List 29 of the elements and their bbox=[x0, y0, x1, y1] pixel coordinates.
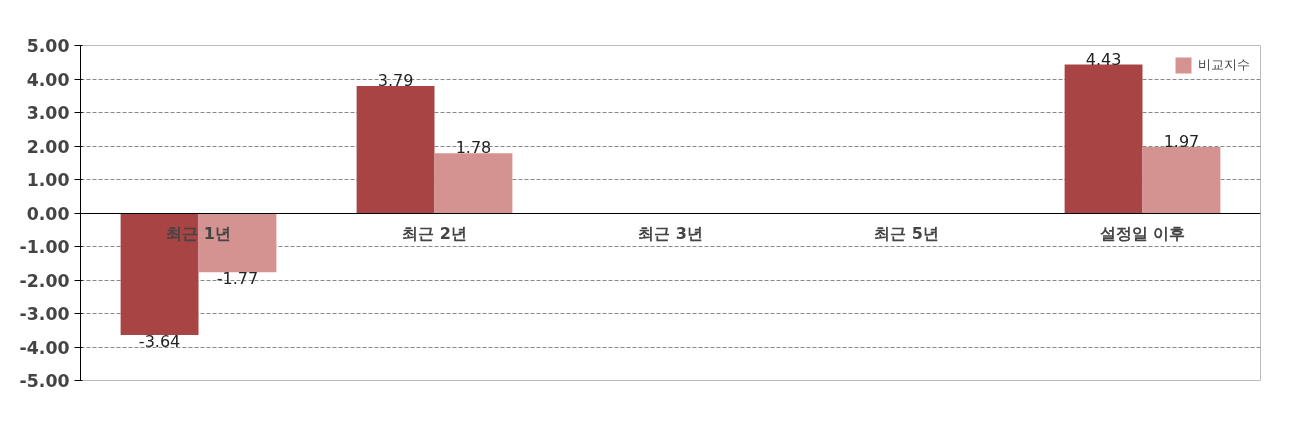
bar bbox=[356, 86, 435, 213]
x-tick-label: 최근 2년 bbox=[402, 224, 467, 243]
data-label: 1.78 bbox=[455, 138, 492, 158]
x-tick-label: 최근 5년 bbox=[874, 224, 939, 243]
x-tick-label: 설정일 이후 bbox=[1099, 224, 1186, 243]
data-label: 4.43 bbox=[1085, 49, 1122, 69]
y-tick-label: 1.00 bbox=[26, 170, 70, 190]
y-tick-label: 4.00 bbox=[26, 69, 70, 90]
bar bbox=[1064, 64, 1143, 213]
bar bbox=[198, 213, 277, 273]
y-tick-label: 0.00 bbox=[26, 203, 70, 224]
x-tick-label: 최근 3년 bbox=[638, 224, 703, 243]
y-tick-label: -4.00 bbox=[19, 337, 70, 358]
data-label: 1.97 bbox=[1163, 132, 1200, 152]
bar bbox=[120, 213, 199, 335]
y-tick-label: -1.00 bbox=[19, 237, 70, 257]
data-label: -1.77 bbox=[216, 269, 259, 289]
y-tick-label: 2.00 bbox=[26, 136, 70, 157]
legend-label: 비교지수 bbox=[1198, 56, 1250, 74]
data-label: 3.79 bbox=[377, 71, 414, 91]
bar bbox=[434, 153, 513, 213]
y-tick-label: -5.00 bbox=[19, 371, 70, 391]
bar bbox=[1142, 147, 1221, 213]
y-tick-label: -3.00 bbox=[19, 304, 70, 324]
data-label: -3.64 bbox=[138, 331, 181, 351]
y-tick-label: -2.00 bbox=[19, 270, 70, 291]
y-tick-label: 5.00 bbox=[26, 36, 70, 56]
x-tick-label: 최근 1년 bbox=[166, 224, 231, 243]
y-tick-label: 3.00 bbox=[26, 103, 70, 123]
